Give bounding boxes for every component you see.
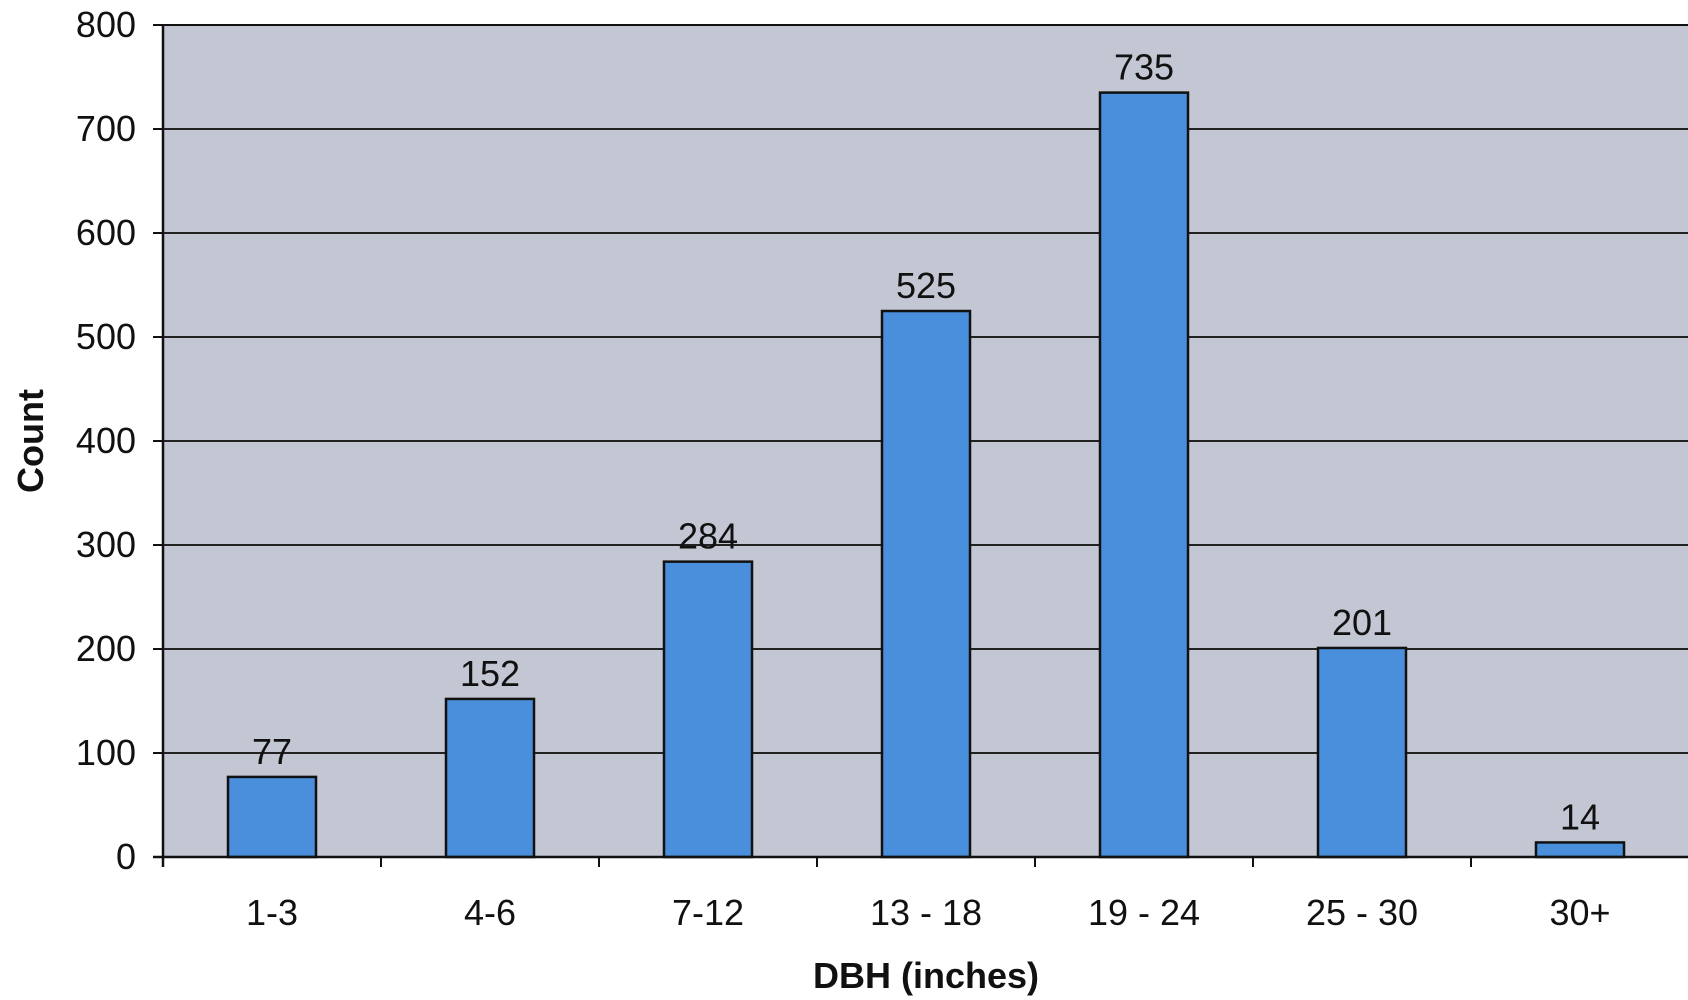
data-label: 525 xyxy=(896,265,956,306)
y-tick-label: 200 xyxy=(76,628,136,669)
x-tick-label: 13 - 18 xyxy=(870,892,982,933)
y-tick-label: 100 xyxy=(76,732,136,773)
bar xyxy=(1316,646,1408,859)
y-tick-label: 300 xyxy=(76,524,136,565)
data-label: 152 xyxy=(460,653,520,694)
bars xyxy=(226,91,1626,859)
x-tick-label: 7-12 xyxy=(672,892,744,933)
y-tick-labels: 0 100 200 300 400 500 600 700 800 xyxy=(76,4,136,877)
y-tick-label: 500 xyxy=(76,316,136,357)
axes xyxy=(153,24,1688,867)
y-tick-label: 400 xyxy=(76,420,136,461)
bar xyxy=(1098,91,1190,859)
x-tick-label: 4-6 xyxy=(464,892,516,933)
x-tick-label: 30+ xyxy=(1549,892,1610,933)
data-label: 735 xyxy=(1114,47,1174,88)
bar xyxy=(880,309,972,859)
y-tick-label: 800 xyxy=(76,4,136,45)
bar xyxy=(662,560,754,859)
data-label: 201 xyxy=(1332,602,1392,643)
bar xyxy=(1534,841,1626,859)
x-tick-label: 1-3 xyxy=(246,892,298,933)
y-tick-label: 600 xyxy=(76,212,136,253)
bar xyxy=(444,697,536,859)
x-axis-title: DBH (inches) xyxy=(813,955,1039,996)
data-label: 284 xyxy=(678,516,738,557)
y-tick-label: 700 xyxy=(76,108,136,149)
data-label: 77 xyxy=(252,731,292,772)
x-tick-label: 19 - 24 xyxy=(1088,892,1200,933)
x-tick-label: 25 - 30 xyxy=(1306,892,1418,933)
y-tick-label: 0 xyxy=(116,836,136,877)
x-tick-labels: 1-3 4-6 7-12 13 - 18 19 - 24 25 - 30 30+ xyxy=(246,892,1611,933)
data-labels: 77 152 284 525 735 201 14 xyxy=(252,47,1600,838)
data-label: 14 xyxy=(1560,796,1600,837)
bar xyxy=(226,775,318,859)
y-axis-title: Count xyxy=(10,389,51,493)
